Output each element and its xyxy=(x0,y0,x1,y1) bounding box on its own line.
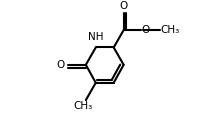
Text: O: O xyxy=(57,60,65,70)
Text: O: O xyxy=(119,1,128,11)
Text: NH: NH xyxy=(88,32,103,41)
Text: CH₃: CH₃ xyxy=(160,25,180,35)
Text: CH₃: CH₃ xyxy=(74,101,93,111)
Text: O: O xyxy=(141,25,150,35)
